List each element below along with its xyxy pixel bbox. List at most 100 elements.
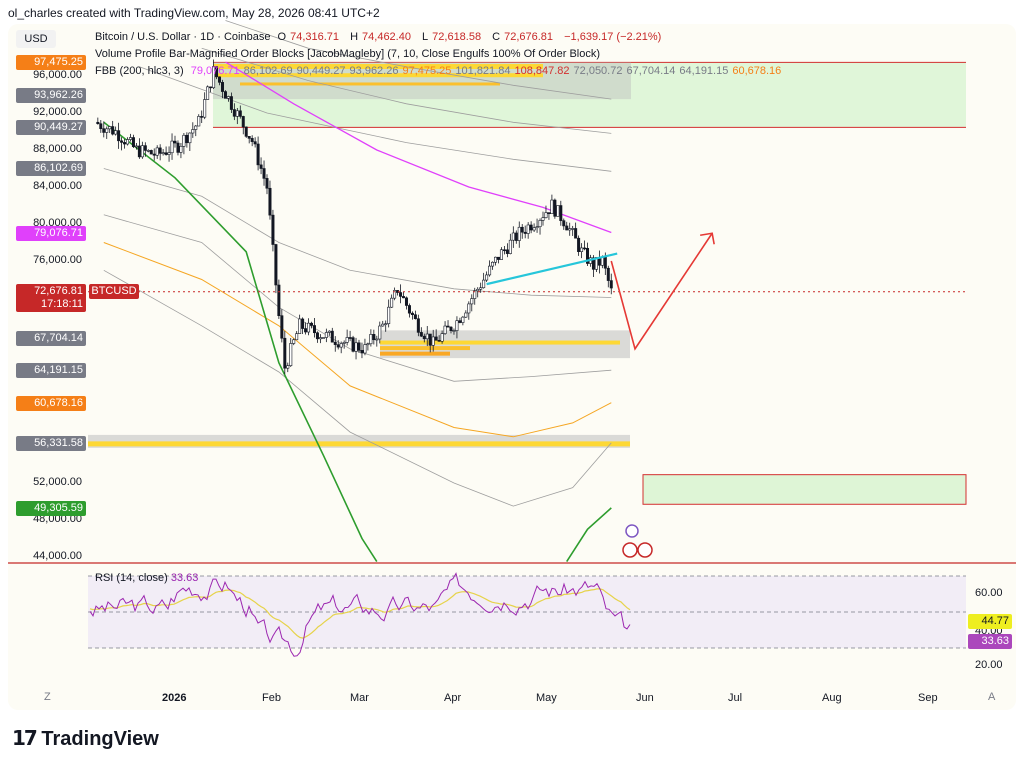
candle [298,314,302,334]
candle [167,146,171,162]
candle [363,338,367,356]
candle [354,337,358,360]
candle [538,218,542,235]
candle [253,137,257,148]
candle [526,222,530,239]
price-tick: 48,000.00 [33,513,82,525]
candle [387,299,391,328]
fbb-value: 67,704.14 [626,65,676,77]
candle [312,318,316,338]
candle [244,126,248,138]
candle [200,110,204,123]
candle [333,336,337,352]
indicator-legend-1[interactable]: Volume Profile Bar-Magnified Order Block… [95,48,601,60]
price-level-label: 93,962.26 [16,87,86,103]
candle [277,279,281,319]
candle [123,138,127,149]
candle [547,212,551,220]
candle [170,133,174,160]
us-flag-event-icon [622,542,638,558]
candle [372,329,376,345]
fbb-upper-band [201,47,612,134]
candle [402,291,406,299]
candle [544,205,548,219]
candle [550,194,554,214]
candle [458,317,462,324]
candle [173,135,177,148]
candle [473,287,477,305]
us-flag-event-icon [637,542,653,558]
auto-scale-icon[interactable]: A [988,691,996,703]
rsi-line [89,572,631,657]
candle [461,315,465,326]
candle [351,335,355,353]
order-block-top-volume [240,82,500,86]
candle [571,225,575,236]
projection-arrowhead [700,232,715,245]
fbb-value: 101,821.84 [455,65,511,77]
candle [191,122,195,138]
order-block-top-volume [213,73,543,78]
price-level-label: 86,102.69 [16,160,86,176]
candle [464,310,468,318]
price-level-label: 79,076.71 [16,225,86,241]
candle [286,362,290,373]
candle [597,250,601,274]
fbb-orange-band [103,242,612,438]
candle [315,331,319,343]
fbb-lower-band [103,214,612,382]
candle [262,160,266,186]
supply-zone [213,62,966,128]
rsi-tick: 60.00 [975,587,1003,599]
candle [185,132,189,148]
candle [422,333,426,343]
time-tick: May [536,692,557,704]
time-tick: Jul [728,692,743,704]
candle [321,337,325,339]
candle [304,322,308,335]
candle [176,140,180,156]
candle [580,243,584,259]
candle [126,137,130,146]
candle [419,327,423,338]
candle [583,240,587,251]
fbb-value: 60,678.16 [732,65,782,77]
candle [220,79,224,99]
fbb-upper-band [225,20,612,100]
candle [289,337,293,367]
candle [357,339,361,354]
indicator-legend-2[interactable]: FBB (200, hlc3, 3) 79,076.71 86,102.69 90,… [95,65,782,77]
candle [407,303,411,318]
candle [206,85,210,100]
candle [434,329,438,341]
candle [108,125,112,134]
fbb-value: 97,475.25 [402,65,452,77]
order-block-top-volume [213,63,543,69]
candle [606,265,610,288]
candle [416,314,420,337]
currency-button[interactable]: USD [16,30,56,48]
price-level-label: 60,678.16 [16,395,86,411]
zoom-icon[interactable]: Z [44,691,51,703]
candle [218,76,222,86]
candle [586,242,590,266]
candle [443,321,447,335]
rsi-legend[interactable]: RSI (14, close) 33.63 [95,572,199,584]
price-level-label: 64,191.15 [16,363,86,379]
candle [577,235,581,256]
price-tick: 96,000.00 [33,69,82,81]
candle [348,330,352,342]
candle [271,209,275,252]
time-tick: Apr [444,692,462,704]
candle [131,134,135,148]
time-tick: Sep [918,692,938,704]
candle [194,124,198,137]
candle [396,289,400,296]
candle [114,126,118,136]
candle [238,105,242,119]
time-tick: Jun [636,692,654,704]
candle [360,342,364,359]
candle [425,326,429,347]
